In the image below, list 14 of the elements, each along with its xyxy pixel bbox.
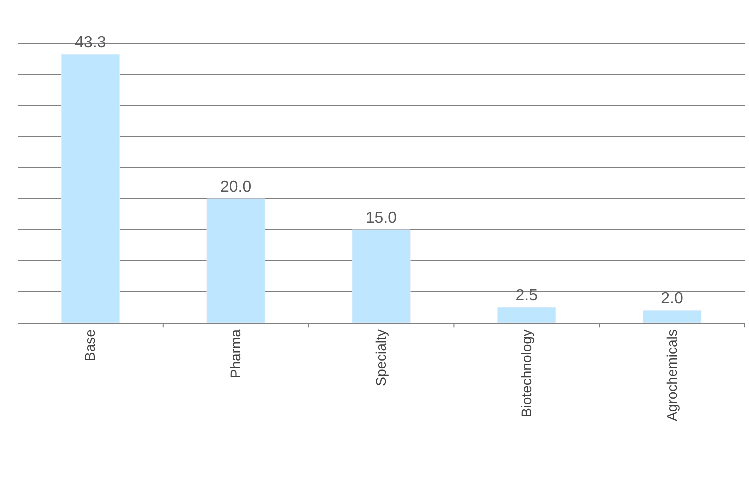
- bar: [498, 307, 556, 323]
- data-label: 2.0: [661, 290, 684, 308]
- bar: [61, 54, 120, 323]
- x-tick-label: Base: [82, 329, 98, 362]
- bar: [206, 198, 266, 323]
- data-label: 20.0: [220, 179, 252, 196]
- x-tick-label: Agrochemicals: [664, 330, 680, 422]
- x-tick-label: Specialty: [373, 330, 390, 386]
- bar: [642, 310, 702, 323]
- data-label: 15.0: [366, 210, 398, 227]
- data-label: 2.5: [516, 288, 538, 304]
- bar: [352, 230, 411, 323]
- x-tick-label: Pharma: [228, 329, 244, 379]
- x-tick-label: Biotechnology: [518, 330, 534, 418]
